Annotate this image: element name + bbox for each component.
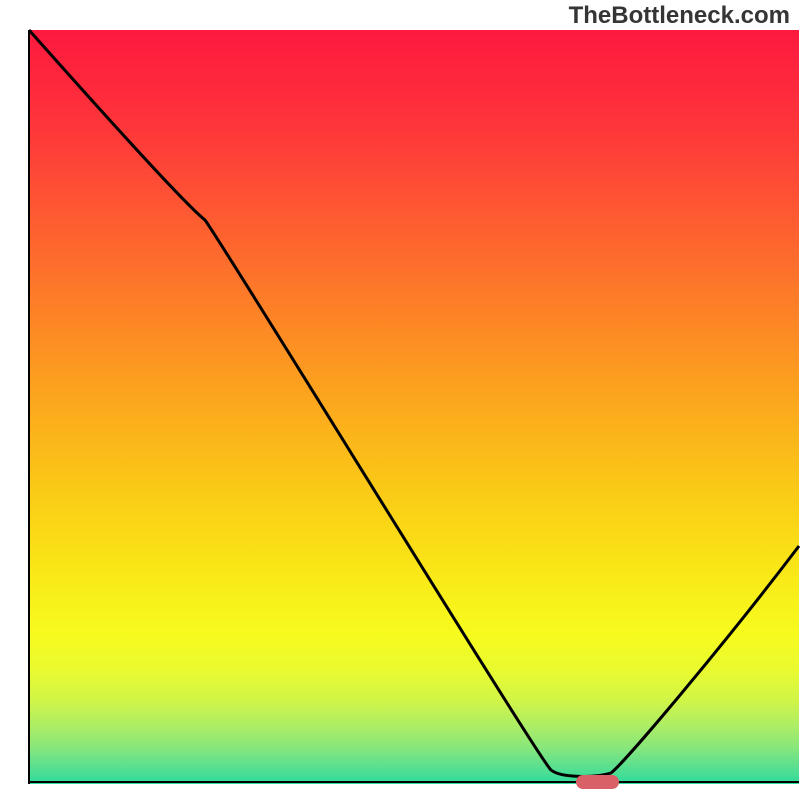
chart-svg — [0, 0, 800, 800]
bottleneck-chart: TheBottleneck.com — [0, 0, 800, 800]
watermark-text: TheBottleneck.com — [569, 2, 790, 30]
optimal-marker — [576, 775, 619, 789]
gradient-background — [29, 30, 799, 784]
